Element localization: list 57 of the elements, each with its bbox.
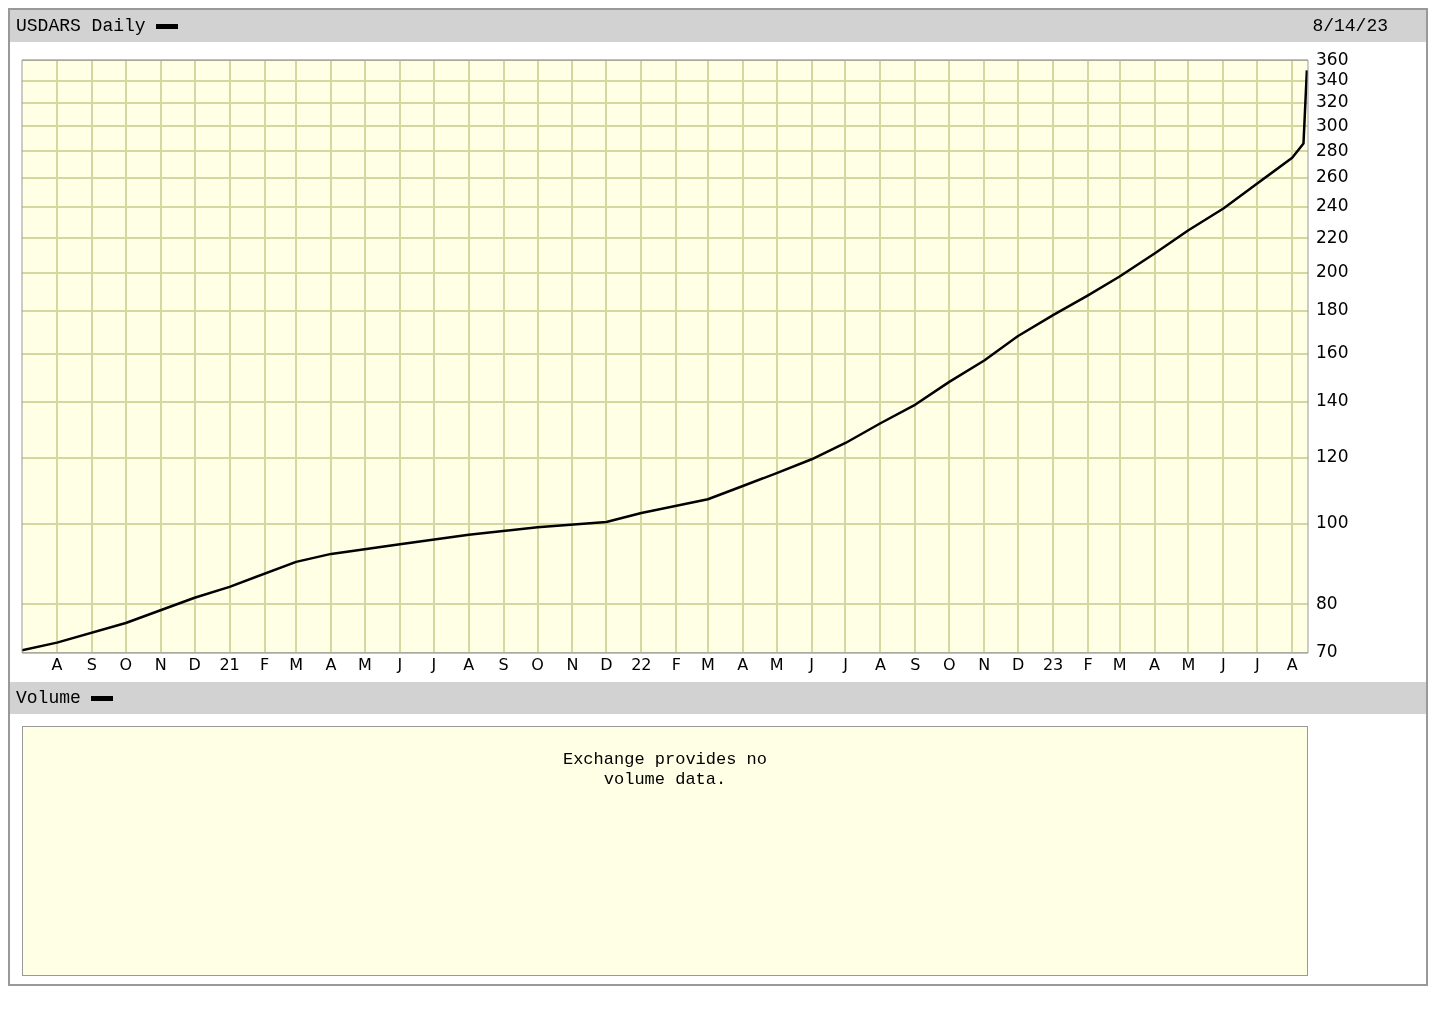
x-tick-label: D: [600, 654, 613, 674]
x-tick-label: J: [1220, 654, 1226, 674]
x-tick-label: 21: [219, 654, 240, 674]
x-tick-label: 22: [631, 654, 652, 674]
text: Exchange provides no volume data.: [561, 750, 768, 790]
y-tick-label: 160: [1316, 342, 1349, 363]
x-tick-label: S: [910, 654, 921, 674]
y-tick-label: 180: [1316, 299, 1349, 320]
x-tick-label: D: [1011, 654, 1025, 674]
x-tick-label: M: [700, 654, 715, 674]
chart-title: USDARS Daily: [16, 16, 146, 36]
x-tick-label: N: [978, 654, 991, 674]
x-tick-label: O: [119, 654, 133, 674]
x-tick-label: S: [86, 654, 98, 674]
y-tick-label: 120: [1316, 446, 1349, 467]
y-tick-label: 320: [1316, 91, 1349, 112]
x-tick-label: F: [1083, 654, 1093, 674]
y-tick-label: 360: [1316, 48, 1349, 69]
x-tick-label: M: [1181, 654, 1196, 674]
x-tick-label: F: [671, 654, 681, 674]
y-tick-label: 280: [1316, 139, 1349, 160]
x-tick-label: M: [358, 654, 372, 674]
x-tick-label: O: [531, 654, 544, 674]
x-tick-label: J: [396, 654, 403, 674]
x-tick-label: J: [842, 654, 848, 674]
x-tick-label: J: [430, 654, 437, 674]
y-tick-label: 240: [1316, 195, 1349, 216]
x-tick-label: O: [942, 654, 956, 674]
x-tick-label: 23: [1042, 654, 1064, 674]
x-tick-label: S: [498, 654, 509, 674]
x-tick-label: F: [259, 654, 270, 674]
y-tick-label: 80: [1316, 592, 1338, 613]
x-tick-label: D: [188, 654, 201, 674]
y-tick-label: 140: [1316, 390, 1349, 411]
x-tick-label: A: [51, 654, 63, 674]
x-tick-label: A: [737, 654, 749, 674]
x-tick-label: A: [1149, 654, 1161, 674]
x-tick-label: M: [769, 654, 784, 674]
x-tick-label: M: [1112, 654, 1127, 674]
text: 8/14/23: [1312, 16, 1388, 36]
x-tick-label: J: [808, 654, 815, 674]
y-tick-label: 100: [1316, 512, 1349, 533]
x-tick-label: A: [325, 654, 337, 674]
x-tick-label: A: [463, 654, 475, 674]
x-tick-label: J: [1253, 654, 1260, 674]
x-tick-label: A: [874, 654, 886, 674]
text: Volume: [16, 688, 81, 708]
y-tick-label: 300: [1316, 114, 1349, 135]
y-tick-label: 260: [1316, 166, 1349, 187]
y-tick-label: 70: [1316, 641, 1338, 662]
x-tick-label: M: [289, 654, 304, 674]
y-tick-label: 200: [1316, 261, 1349, 282]
y-tick-label: 220: [1316, 226, 1349, 247]
x-tick-label: A: [1286, 654, 1298, 674]
y-tick-label: 340: [1316, 69, 1349, 90]
x-tick-label: N: [566, 654, 579, 674]
x-tick-label: N: [154, 654, 167, 674]
